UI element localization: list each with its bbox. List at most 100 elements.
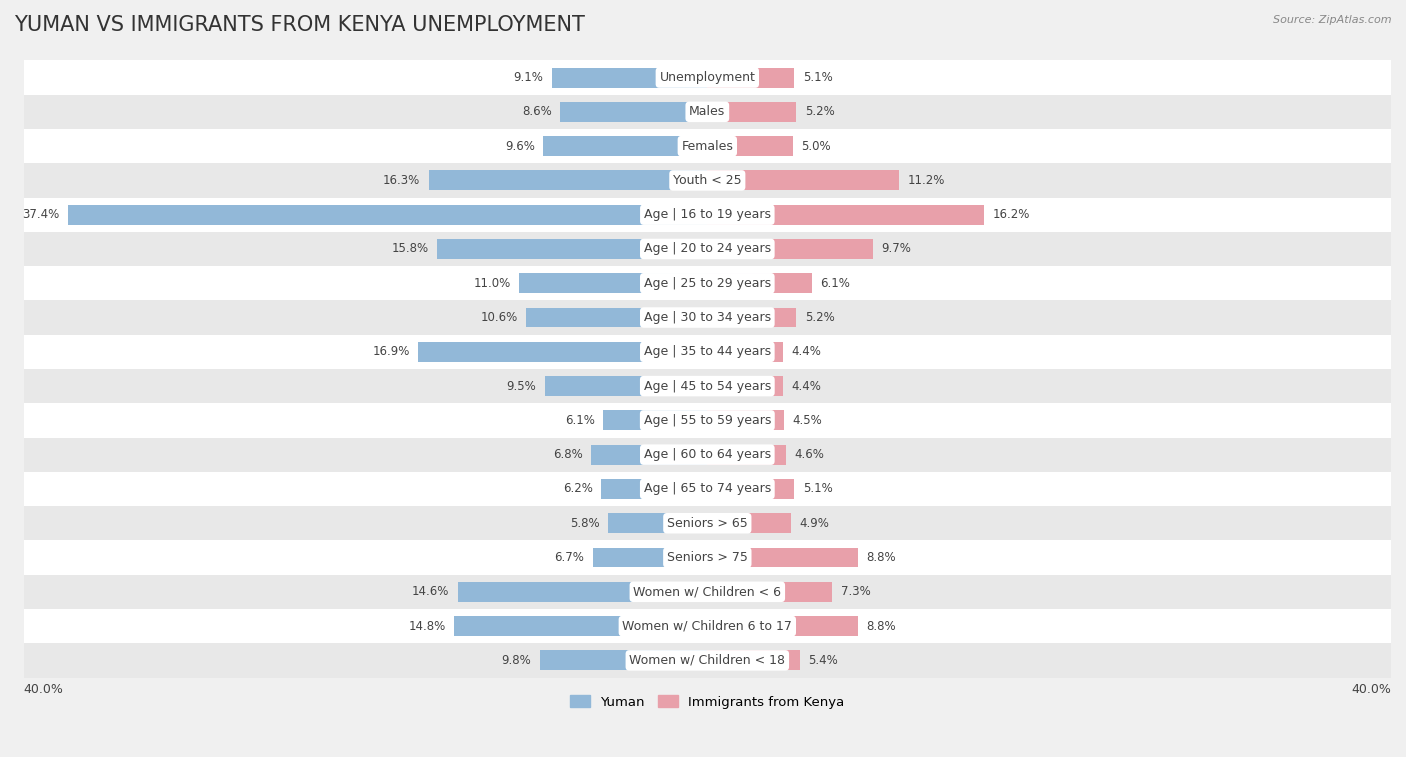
Bar — [24, 369, 1391, 403]
Bar — [24, 609, 1391, 643]
Text: Source: ZipAtlas.com: Source: ZipAtlas.com — [1274, 15, 1392, 25]
Text: 5.8%: 5.8% — [569, 517, 599, 530]
Text: 4.6%: 4.6% — [794, 448, 824, 461]
Bar — [24, 472, 1391, 506]
Text: Age | 60 to 64 years: Age | 60 to 64 years — [644, 448, 770, 461]
Text: 8.8%: 8.8% — [866, 551, 896, 564]
Text: 7.3%: 7.3% — [841, 585, 870, 598]
Text: Age | 25 to 29 years: Age | 25 to 29 years — [644, 277, 770, 290]
Text: Seniors > 65: Seniors > 65 — [666, 517, 748, 530]
Text: 14.8%: 14.8% — [409, 619, 446, 633]
Text: 16.9%: 16.9% — [373, 345, 411, 358]
Bar — [707, 102, 796, 122]
Text: 6.1%: 6.1% — [565, 414, 595, 427]
Bar — [707, 513, 792, 533]
Bar — [707, 479, 794, 499]
Bar — [707, 547, 858, 568]
Text: 9.7%: 9.7% — [882, 242, 911, 255]
Text: 16.3%: 16.3% — [382, 174, 420, 187]
Text: 6.8%: 6.8% — [553, 448, 582, 461]
Bar — [707, 136, 793, 156]
Text: 8.8%: 8.8% — [866, 619, 896, 633]
Bar — [707, 204, 984, 225]
Bar — [603, 410, 707, 430]
Text: Age | 55 to 59 years: Age | 55 to 59 years — [644, 414, 770, 427]
Text: Women w/ Children < 18: Women w/ Children < 18 — [630, 654, 786, 667]
Bar — [454, 616, 707, 636]
Text: 16.2%: 16.2% — [993, 208, 1031, 221]
Bar — [437, 239, 707, 259]
Text: Seniors > 75: Seniors > 75 — [666, 551, 748, 564]
Text: 5.1%: 5.1% — [803, 71, 832, 84]
Text: 14.6%: 14.6% — [412, 585, 450, 598]
Bar — [24, 301, 1391, 335]
Text: 9.8%: 9.8% — [502, 654, 531, 667]
Text: 40.0%: 40.0% — [24, 683, 63, 696]
Bar — [707, 170, 898, 190]
Bar — [24, 61, 1391, 95]
Text: 4.9%: 4.9% — [800, 517, 830, 530]
Text: 4.4%: 4.4% — [792, 345, 821, 358]
Bar — [24, 232, 1391, 266]
Bar — [24, 198, 1391, 232]
Text: YUMAN VS IMMIGRANTS FROM KENYA UNEMPLOYMENT: YUMAN VS IMMIGRANTS FROM KENYA UNEMPLOYM… — [14, 15, 585, 35]
Text: 5.4%: 5.4% — [808, 654, 838, 667]
Text: 15.8%: 15.8% — [392, 242, 429, 255]
Text: Women w/ Children < 6: Women w/ Children < 6 — [633, 585, 782, 598]
Bar — [707, 67, 794, 88]
Text: 11.0%: 11.0% — [474, 277, 510, 290]
Legend: Yuman, Immigrants from Kenya: Yuman, Immigrants from Kenya — [565, 690, 849, 714]
Bar — [24, 575, 1391, 609]
Bar — [24, 506, 1391, 540]
Bar — [519, 273, 707, 293]
Bar — [707, 307, 796, 328]
Bar — [24, 438, 1391, 472]
Bar — [458, 582, 707, 602]
Bar — [543, 136, 707, 156]
Text: Males: Males — [689, 105, 725, 118]
Text: 5.1%: 5.1% — [803, 482, 832, 496]
Bar — [24, 164, 1391, 198]
Bar — [419, 342, 707, 362]
Text: 6.7%: 6.7% — [554, 551, 585, 564]
Bar — [551, 67, 707, 88]
Bar — [707, 616, 858, 636]
Bar — [593, 547, 707, 568]
Text: 37.4%: 37.4% — [22, 208, 59, 221]
Bar — [24, 403, 1391, 438]
Text: Age | 45 to 54 years: Age | 45 to 54 years — [644, 379, 770, 393]
Text: Age | 30 to 34 years: Age | 30 to 34 years — [644, 311, 770, 324]
Bar — [707, 582, 832, 602]
Text: Unemployment: Unemployment — [659, 71, 755, 84]
Text: Females: Females — [682, 139, 734, 153]
Bar — [540, 650, 707, 670]
Bar — [602, 479, 707, 499]
Text: Age | 65 to 74 years: Age | 65 to 74 years — [644, 482, 770, 496]
Bar — [24, 643, 1391, 678]
Text: 10.6%: 10.6% — [481, 311, 517, 324]
Bar — [561, 102, 707, 122]
Bar — [707, 376, 783, 396]
Text: Age | 20 to 24 years: Age | 20 to 24 years — [644, 242, 770, 255]
Text: 9.1%: 9.1% — [513, 71, 543, 84]
Bar — [546, 376, 707, 396]
Text: 8.6%: 8.6% — [522, 105, 551, 118]
Bar — [591, 444, 707, 465]
Text: 9.6%: 9.6% — [505, 139, 534, 153]
Bar — [24, 129, 1391, 164]
Bar — [24, 266, 1391, 301]
Text: 5.2%: 5.2% — [804, 105, 835, 118]
Bar — [707, 410, 785, 430]
Bar — [707, 273, 811, 293]
Text: 4.4%: 4.4% — [792, 379, 821, 393]
Bar — [67, 204, 707, 225]
Bar — [609, 513, 707, 533]
Text: 5.2%: 5.2% — [804, 311, 835, 324]
Text: 4.5%: 4.5% — [793, 414, 823, 427]
Text: Age | 16 to 19 years: Age | 16 to 19 years — [644, 208, 770, 221]
Bar — [429, 170, 707, 190]
Text: Age | 35 to 44 years: Age | 35 to 44 years — [644, 345, 770, 358]
Bar — [24, 540, 1391, 575]
Text: 6.2%: 6.2% — [562, 482, 593, 496]
Text: Youth < 25: Youth < 25 — [673, 174, 741, 187]
